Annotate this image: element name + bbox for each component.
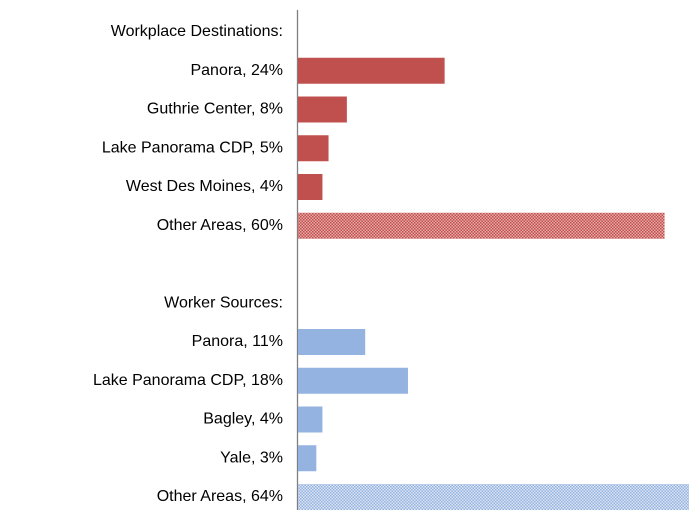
category-label: Other Areas, 64% xyxy=(157,488,283,505)
bar xyxy=(298,329,366,355)
bar xyxy=(298,135,329,162)
bar xyxy=(298,174,323,200)
bar xyxy=(298,406,323,433)
bar xyxy=(298,57,445,84)
category-label: Lake Panorama CDP, 18% xyxy=(93,372,283,389)
category-label: West Des Moines, 4% xyxy=(126,178,283,195)
bar xyxy=(298,212,665,239)
category-label: Lake Panorama CDP, 5% xyxy=(102,139,283,156)
category-label: Panora, 11% xyxy=(192,333,283,350)
category-label: Workplace Destinations: xyxy=(111,23,283,40)
category-label: Bagley, 4% xyxy=(203,411,283,428)
bar xyxy=(298,484,689,510)
category-label: Yale, 3% xyxy=(220,449,283,466)
category-label: Guthrie Center, 8% xyxy=(147,101,283,118)
bar xyxy=(298,367,408,394)
bar xyxy=(298,445,317,472)
bar xyxy=(298,96,347,123)
category-label: Other Areas, 60% xyxy=(157,217,283,234)
category-label: Worker Sources: xyxy=(164,294,283,311)
category-label: Panora, 24% xyxy=(190,62,283,79)
